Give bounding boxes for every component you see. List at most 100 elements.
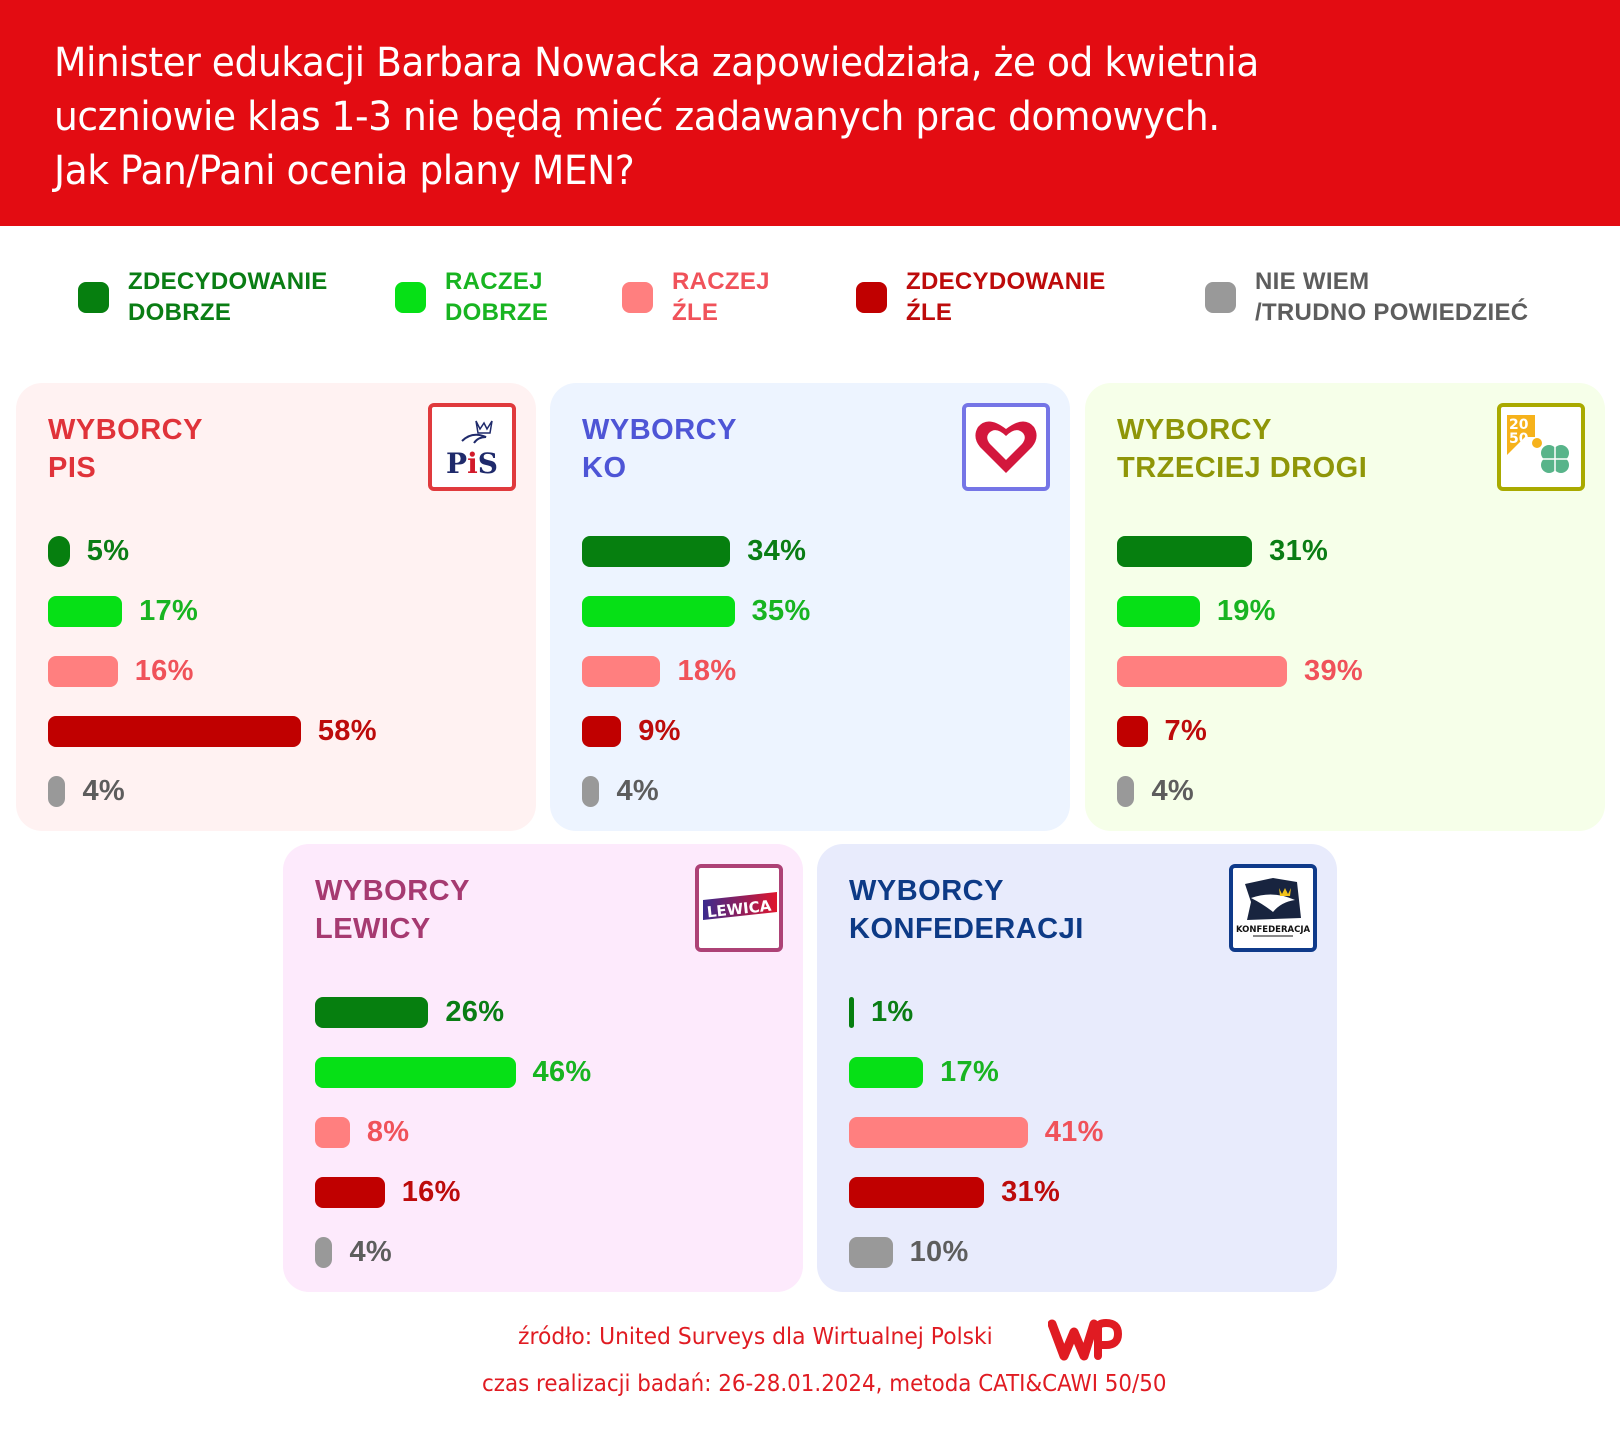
bar-value-label: 1% xyxy=(871,995,914,1028)
legend-label: NIE WIEM/TRUDNO POWIEDZIEĆ xyxy=(1255,266,1528,328)
bar-value-label: 5% xyxy=(86,534,130,567)
pis-logo-icon: PiS xyxy=(428,403,516,491)
bar xyxy=(315,996,429,1028)
bar-value-label: 17% xyxy=(139,594,199,627)
bar-row: 4% xyxy=(1117,761,1363,821)
legend-label: RACZEJ DOBRZE xyxy=(445,266,548,328)
ko-heart-logo-icon xyxy=(962,403,1050,491)
bar xyxy=(849,1176,985,1208)
question-title: Minister edukacji Barbara Nowacka zapowi… xyxy=(54,36,1464,198)
konfederacja-logo-icon: KONFEDERACJA xyxy=(1229,864,1317,952)
svg-text:20: 20 xyxy=(1509,417,1529,433)
bar-row: 9% xyxy=(582,701,811,761)
bar-row: 10% xyxy=(849,1222,1104,1282)
bar xyxy=(849,1236,893,1268)
bar-value-label: 39% xyxy=(1304,654,1363,687)
bar-value-label: 19% xyxy=(1216,594,1276,627)
bar-row: 4% xyxy=(315,1222,592,1282)
bar xyxy=(582,655,661,687)
legend-label-line: /TRUDNO POWIEDZIEĆ xyxy=(1255,299,1529,326)
bar-row: 34% xyxy=(582,521,811,581)
card-konfederacji: WYBORCY KONFEDERACJI KONFEDERACJA 1% 17% 41… xyxy=(817,844,1337,1292)
legend-label-line: RACZEJ xyxy=(445,268,543,295)
bar-value-label: 41% xyxy=(1044,1115,1104,1148)
legend-swatch xyxy=(78,281,109,313)
bar-value-label: 58% xyxy=(317,714,377,747)
legend-item: ZDECYDOWANIE ŹLE xyxy=(856,266,1106,328)
bar xyxy=(48,715,301,747)
legend-label: RACZEJ ŹLE xyxy=(672,266,770,328)
legend-label-line: ZDECYDOWANIE xyxy=(128,268,328,295)
card-title: WYBORCY PIS xyxy=(48,411,203,487)
card-pis: WYBORCY PIS PiS 5% 17% 16% 58% 4% xyxy=(16,383,536,831)
card-title: WYBORCY KONFEDERACJI xyxy=(849,872,1084,948)
card-title-line: KONFEDERACJI xyxy=(849,913,1084,945)
bar-value-label: 4% xyxy=(82,774,125,807)
bar-row: 16% xyxy=(48,641,377,701)
bar-row: 5% xyxy=(48,521,377,581)
bar xyxy=(582,595,735,627)
bar-row: 17% xyxy=(849,1042,1104,1102)
fieldwork-note: czas realizacji badań: 26-28.01.2024, me… xyxy=(482,1371,1167,1397)
card-title-line: WYBORCY xyxy=(1117,414,1272,446)
legend-label-line: ŹLE xyxy=(906,299,953,326)
legend-label-line: NIE WIEM xyxy=(1255,268,1370,295)
title-line: Minister edukacji Barbara Nowacka zapowi… xyxy=(54,40,1259,86)
legend-swatch xyxy=(395,281,426,313)
card-title-line: KO xyxy=(582,452,627,484)
legend-swatch xyxy=(1205,281,1236,313)
card-ko: WYBORCY KO 34% 35% 18% 9% 4% xyxy=(550,383,1070,831)
bar-value-label: 7% xyxy=(1164,714,1208,747)
source-note: źródło: United Surveys dla Wirtualnej Po… xyxy=(518,1324,993,1350)
bar xyxy=(1117,595,1200,627)
bar xyxy=(1117,715,1148,747)
bar-row: 17% xyxy=(48,581,377,641)
legend-item: ZDECYDOWANIE DOBRZE xyxy=(78,266,328,328)
svg-text:KONFEDERACJA: KONFEDERACJA xyxy=(1236,925,1311,935)
card-title-line: WYBORCY xyxy=(48,414,203,446)
card-title-line: WYBORCY xyxy=(849,875,1004,907)
bar xyxy=(1117,775,1135,807)
bar xyxy=(48,595,123,627)
bar xyxy=(315,1176,385,1208)
bar-row: 16% xyxy=(315,1162,592,1222)
bar-row: 4% xyxy=(582,761,811,821)
bar xyxy=(48,535,70,567)
bar-group: 34% 35% 18% 9% 4% xyxy=(582,521,811,821)
bar-group: 31% 19% 39% 7% 4% xyxy=(1117,521,1363,821)
legend-item: NIE WIEM/TRUDNO POWIEDZIEĆ xyxy=(1205,266,1528,328)
bar-row: 31% xyxy=(1117,521,1363,581)
bar-value-label: 8% xyxy=(366,1115,410,1148)
bar-group: 26% 46% 8% 16% 4% xyxy=(315,982,592,1282)
bar xyxy=(48,655,118,687)
bar-row: 39% xyxy=(1117,641,1363,701)
bar-value-label: 10% xyxy=(909,1235,969,1268)
legend-label-line: ŹLE xyxy=(672,299,719,326)
bar xyxy=(849,1056,924,1088)
card-title: WYBORCY LEWICY xyxy=(315,872,470,948)
legend-label: ZDECYDOWANIE DOBRZE xyxy=(128,266,328,328)
legend-label-line: ZDECYDOWANIE xyxy=(906,268,1106,295)
legend-label-line: DOBRZE xyxy=(445,299,549,326)
legend-label: ZDECYDOWANIE ŹLE xyxy=(906,266,1106,328)
card-title-line: PIS xyxy=(48,452,97,484)
bar-row: 1% xyxy=(849,982,1104,1042)
bar xyxy=(315,1056,516,1088)
wp-logo-icon: WP xyxy=(1048,1319,1122,1361)
bar xyxy=(849,1116,1028,1148)
card-title-line: WYBORCY xyxy=(315,875,470,907)
legend-label-line: DOBRZE xyxy=(128,299,232,326)
bar-value-label: 4% xyxy=(616,774,659,807)
card-lewicy: WYBORCY LEWICY LEWICA 26% 46% 8% 16% 4% xyxy=(283,844,803,1292)
header-banner: Minister edukacji Barbara Nowacka zapowi… xyxy=(0,0,1620,226)
bar-group: 1% 17% 41% 31% 10% xyxy=(849,982,1104,1282)
bar-group: 5% 17% 16% 58% 4% xyxy=(48,521,377,821)
card-title: WYBORCY TRZECIEJ DROGI xyxy=(1117,411,1367,487)
title-line: uczniowie klas 1-3 nie będą mieć zadawan… xyxy=(54,94,1220,140)
bar-row: 35% xyxy=(582,581,811,641)
bar xyxy=(582,715,622,747)
bar-row: 19% xyxy=(1117,581,1363,641)
bar xyxy=(1117,535,1253,567)
bar-row: 58% xyxy=(48,701,377,761)
card-title-line: TRZECIEJ DROGI xyxy=(1117,452,1368,484)
